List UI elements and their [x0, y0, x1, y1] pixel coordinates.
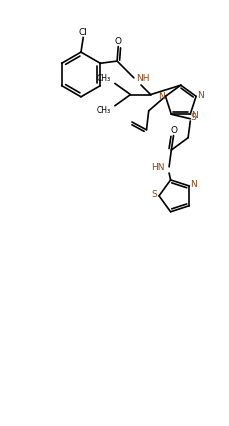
- Text: N: N: [191, 111, 198, 120]
- Text: O: O: [115, 37, 122, 46]
- Text: CH₃: CH₃: [97, 106, 111, 115]
- Text: N: N: [158, 92, 165, 101]
- Text: NH: NH: [136, 75, 150, 83]
- Text: Cl: Cl: [79, 28, 88, 37]
- Text: CH₃: CH₃: [97, 75, 111, 83]
- Text: S: S: [191, 113, 196, 122]
- Text: HN: HN: [151, 164, 165, 173]
- Text: O: O: [170, 126, 177, 135]
- Text: N: N: [197, 91, 204, 100]
- Text: S: S: [151, 190, 157, 199]
- Text: N: N: [191, 180, 197, 190]
